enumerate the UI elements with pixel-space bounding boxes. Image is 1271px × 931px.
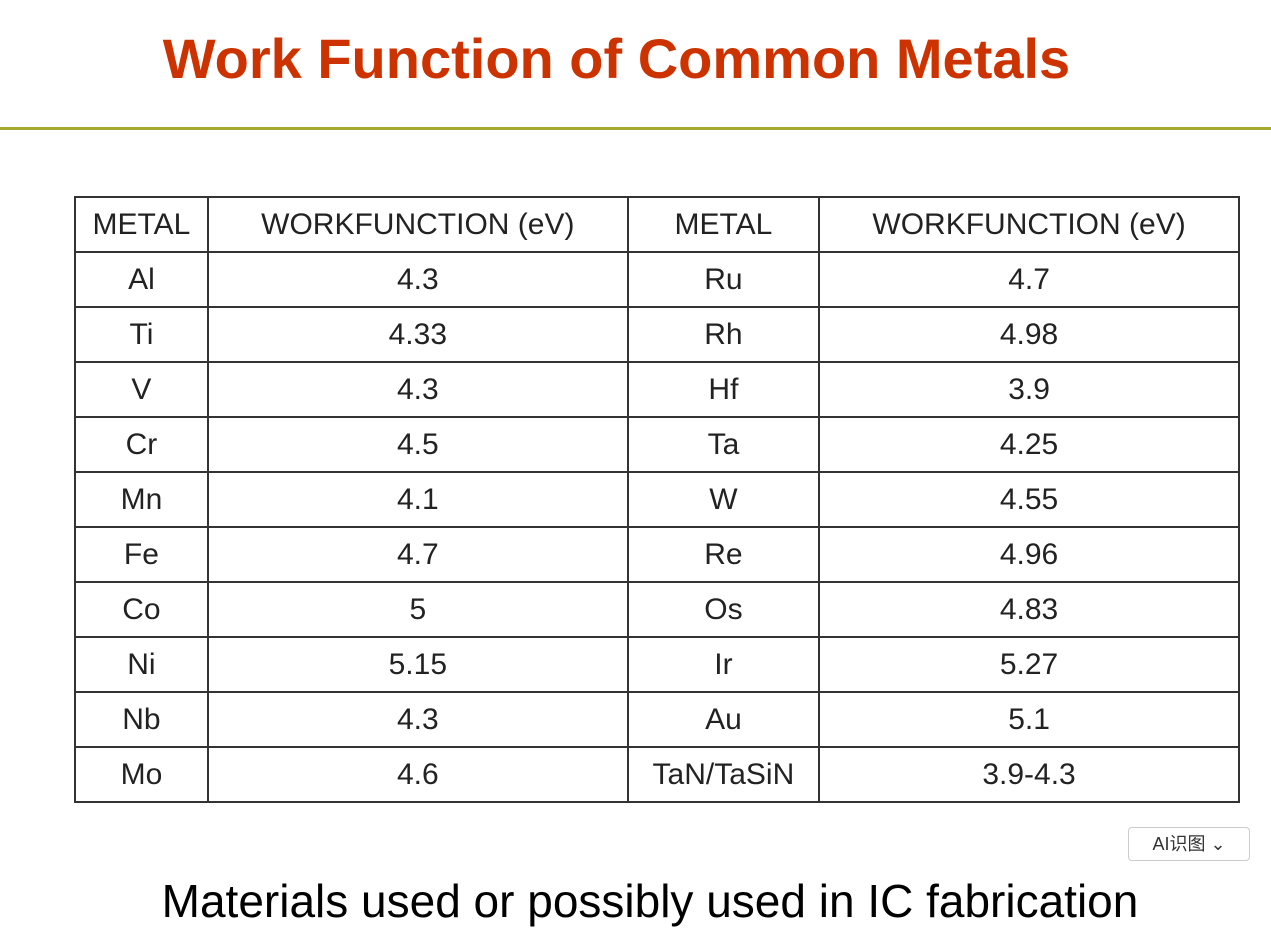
- cell: 4.25: [818, 416, 1240, 473]
- cell: Hf: [626, 361, 821, 418]
- header-cell: METAL: [74, 196, 209, 253]
- cell: Fe: [74, 526, 209, 583]
- row: Co 5 Os 4.83: [74, 581, 1240, 638]
- row: Ti 4.33 Rh 4.98: [74, 306, 1240, 363]
- header-cell: METAL: [626, 196, 821, 253]
- cell: 4.98: [818, 306, 1240, 363]
- cell: 5.15: [206, 636, 629, 693]
- cell: Ir: [626, 636, 821, 693]
- cell: 4.6: [206, 746, 629, 803]
- cell: Ni: [74, 636, 209, 693]
- caption: Materials used or possibly used in IC fa…: [161, 875, 1139, 927]
- cell: Re: [626, 526, 821, 583]
- cell: 5.27: [818, 636, 1240, 693]
- row: Ni 5.15 Ir 5.27: [74, 636, 1240, 693]
- cell: 3.9-4.3: [818, 746, 1240, 803]
- cell: Ti: [74, 306, 209, 363]
- cell: Cr: [74, 416, 209, 473]
- cell: 4.7: [818, 251, 1240, 308]
- cell: TaN/TaSiN: [626, 746, 821, 803]
- cell: 3.9: [818, 361, 1240, 418]
- cell: W: [626, 471, 821, 528]
- cell: Ru: [626, 251, 821, 308]
- cell: 4.3: [206, 361, 629, 418]
- header-cell: WORKFUNCTION (eV): [206, 196, 629, 253]
- cell: 4.1: [206, 471, 629, 528]
- cell: Ta: [626, 416, 821, 473]
- cell: 4.5: [206, 416, 629, 473]
- row: Mn 4.1 W 4.55: [74, 471, 1240, 528]
- cell: V: [74, 361, 209, 418]
- badge-label[interactable]: AI识图: [1152, 834, 1206, 854]
- cell: Al: [74, 251, 209, 308]
- title: Work Function of Common Metals: [162, 27, 1071, 90]
- cell: 4.83: [818, 581, 1240, 638]
- cell: Rh: [626, 306, 821, 363]
- cell: Au: [626, 691, 821, 748]
- cell: 4.96: [818, 526, 1240, 583]
- cell: Nb: [74, 691, 209, 748]
- cell: 4.33: [206, 306, 629, 363]
- ai-badge[interactable]: AI识图 ⌄: [1128, 827, 1250, 861]
- row: Nb 4.3 Au 5.1: [74, 691, 1240, 748]
- row: Fe 4.7 Re 4.96: [74, 526, 1240, 583]
- row: Cr 4.5 Ta 4.25: [74, 416, 1240, 473]
- cell: 4.7: [206, 526, 629, 583]
- cell: Os: [626, 581, 821, 638]
- cell: 4.3: [206, 251, 629, 308]
- row: V 4.3 Hf 3.9: [74, 361, 1240, 418]
- cell: 4.55: [818, 471, 1240, 528]
- cell: 4.3: [206, 691, 629, 748]
- divider: [0, 127, 1271, 130]
- table: METAL WORKFUNCTION (eV) METAL WORKFUNCTION …: [74, 196, 1240, 803]
- cell: Mo: [74, 746, 209, 803]
- header-cell: WORKFUNCTION (eV): [818, 196, 1240, 253]
- cell: 5.1: [818, 691, 1240, 748]
- row: Al 4.3 Ru 4.7: [74, 251, 1240, 308]
- cell: Mn: [74, 471, 209, 528]
- cell: Co: [74, 581, 209, 638]
- cell: 5: [206, 581, 629, 638]
- row: Mo 4.6 TaN/TaSiN 3.9-4.3: [74, 746, 1240, 803]
